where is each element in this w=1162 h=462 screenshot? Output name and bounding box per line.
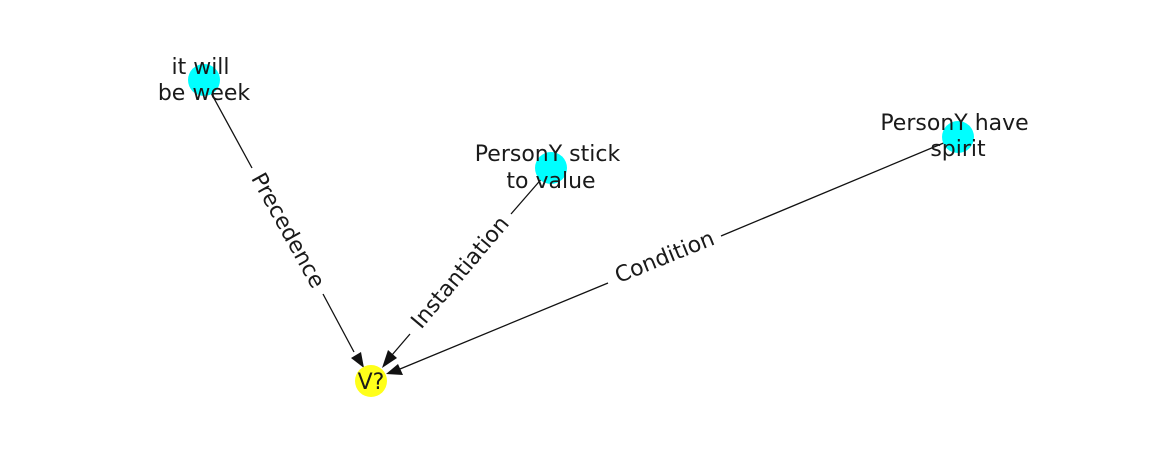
edge-label-instantiation: Instantiation [407,212,515,334]
node-label-line-1: PersonY have [880,111,1028,136]
node-circle [355,365,387,397]
edge-label-condition: Condition [611,226,718,289]
node-it-will-be-week: it will be week [158,55,251,106]
edge-precedence-line-b [322,293,355,353]
node-circle [188,64,220,96]
edge-instantiation-arrowhead [382,350,397,368]
node-label-line-2: be week [158,81,251,106]
edge-condition-arrowhead [386,364,403,375]
edge-condition-line-a [720,136,959,237]
node-circle [535,152,567,184]
node-target-v: V? [355,365,387,397]
edge-condition-line-b [399,282,609,370]
edge-label-precedence: Precedence [246,169,330,293]
node-label-line-1: V? [358,370,385,395]
edge-instantiation-line-b [391,333,411,356]
edge-precedence-arrowhead [351,352,364,368]
node-persony-have-spirit: PersonY have spirit [880,111,1035,162]
node-label: V? [358,370,385,395]
node-label-line-2: to value [506,169,595,194]
node-circle [942,121,974,153]
node-label: PersonY have spirit [880,111,1035,162]
node-persony-stick-to-value: PersonY stick to value [475,142,627,194]
node-label-line-1: PersonY stick [475,142,621,167]
node-label: it will be week [158,55,251,106]
edge-instantiation: Instantiation [382,167,552,368]
node-label-line-1: it will [171,55,229,80]
edge-precedence: Precedence [203,79,364,368]
node-label: PersonY stick to value [475,142,627,194]
node-label-line-2: spirit [930,137,986,162]
edge-precedence-line-a [203,79,253,169]
